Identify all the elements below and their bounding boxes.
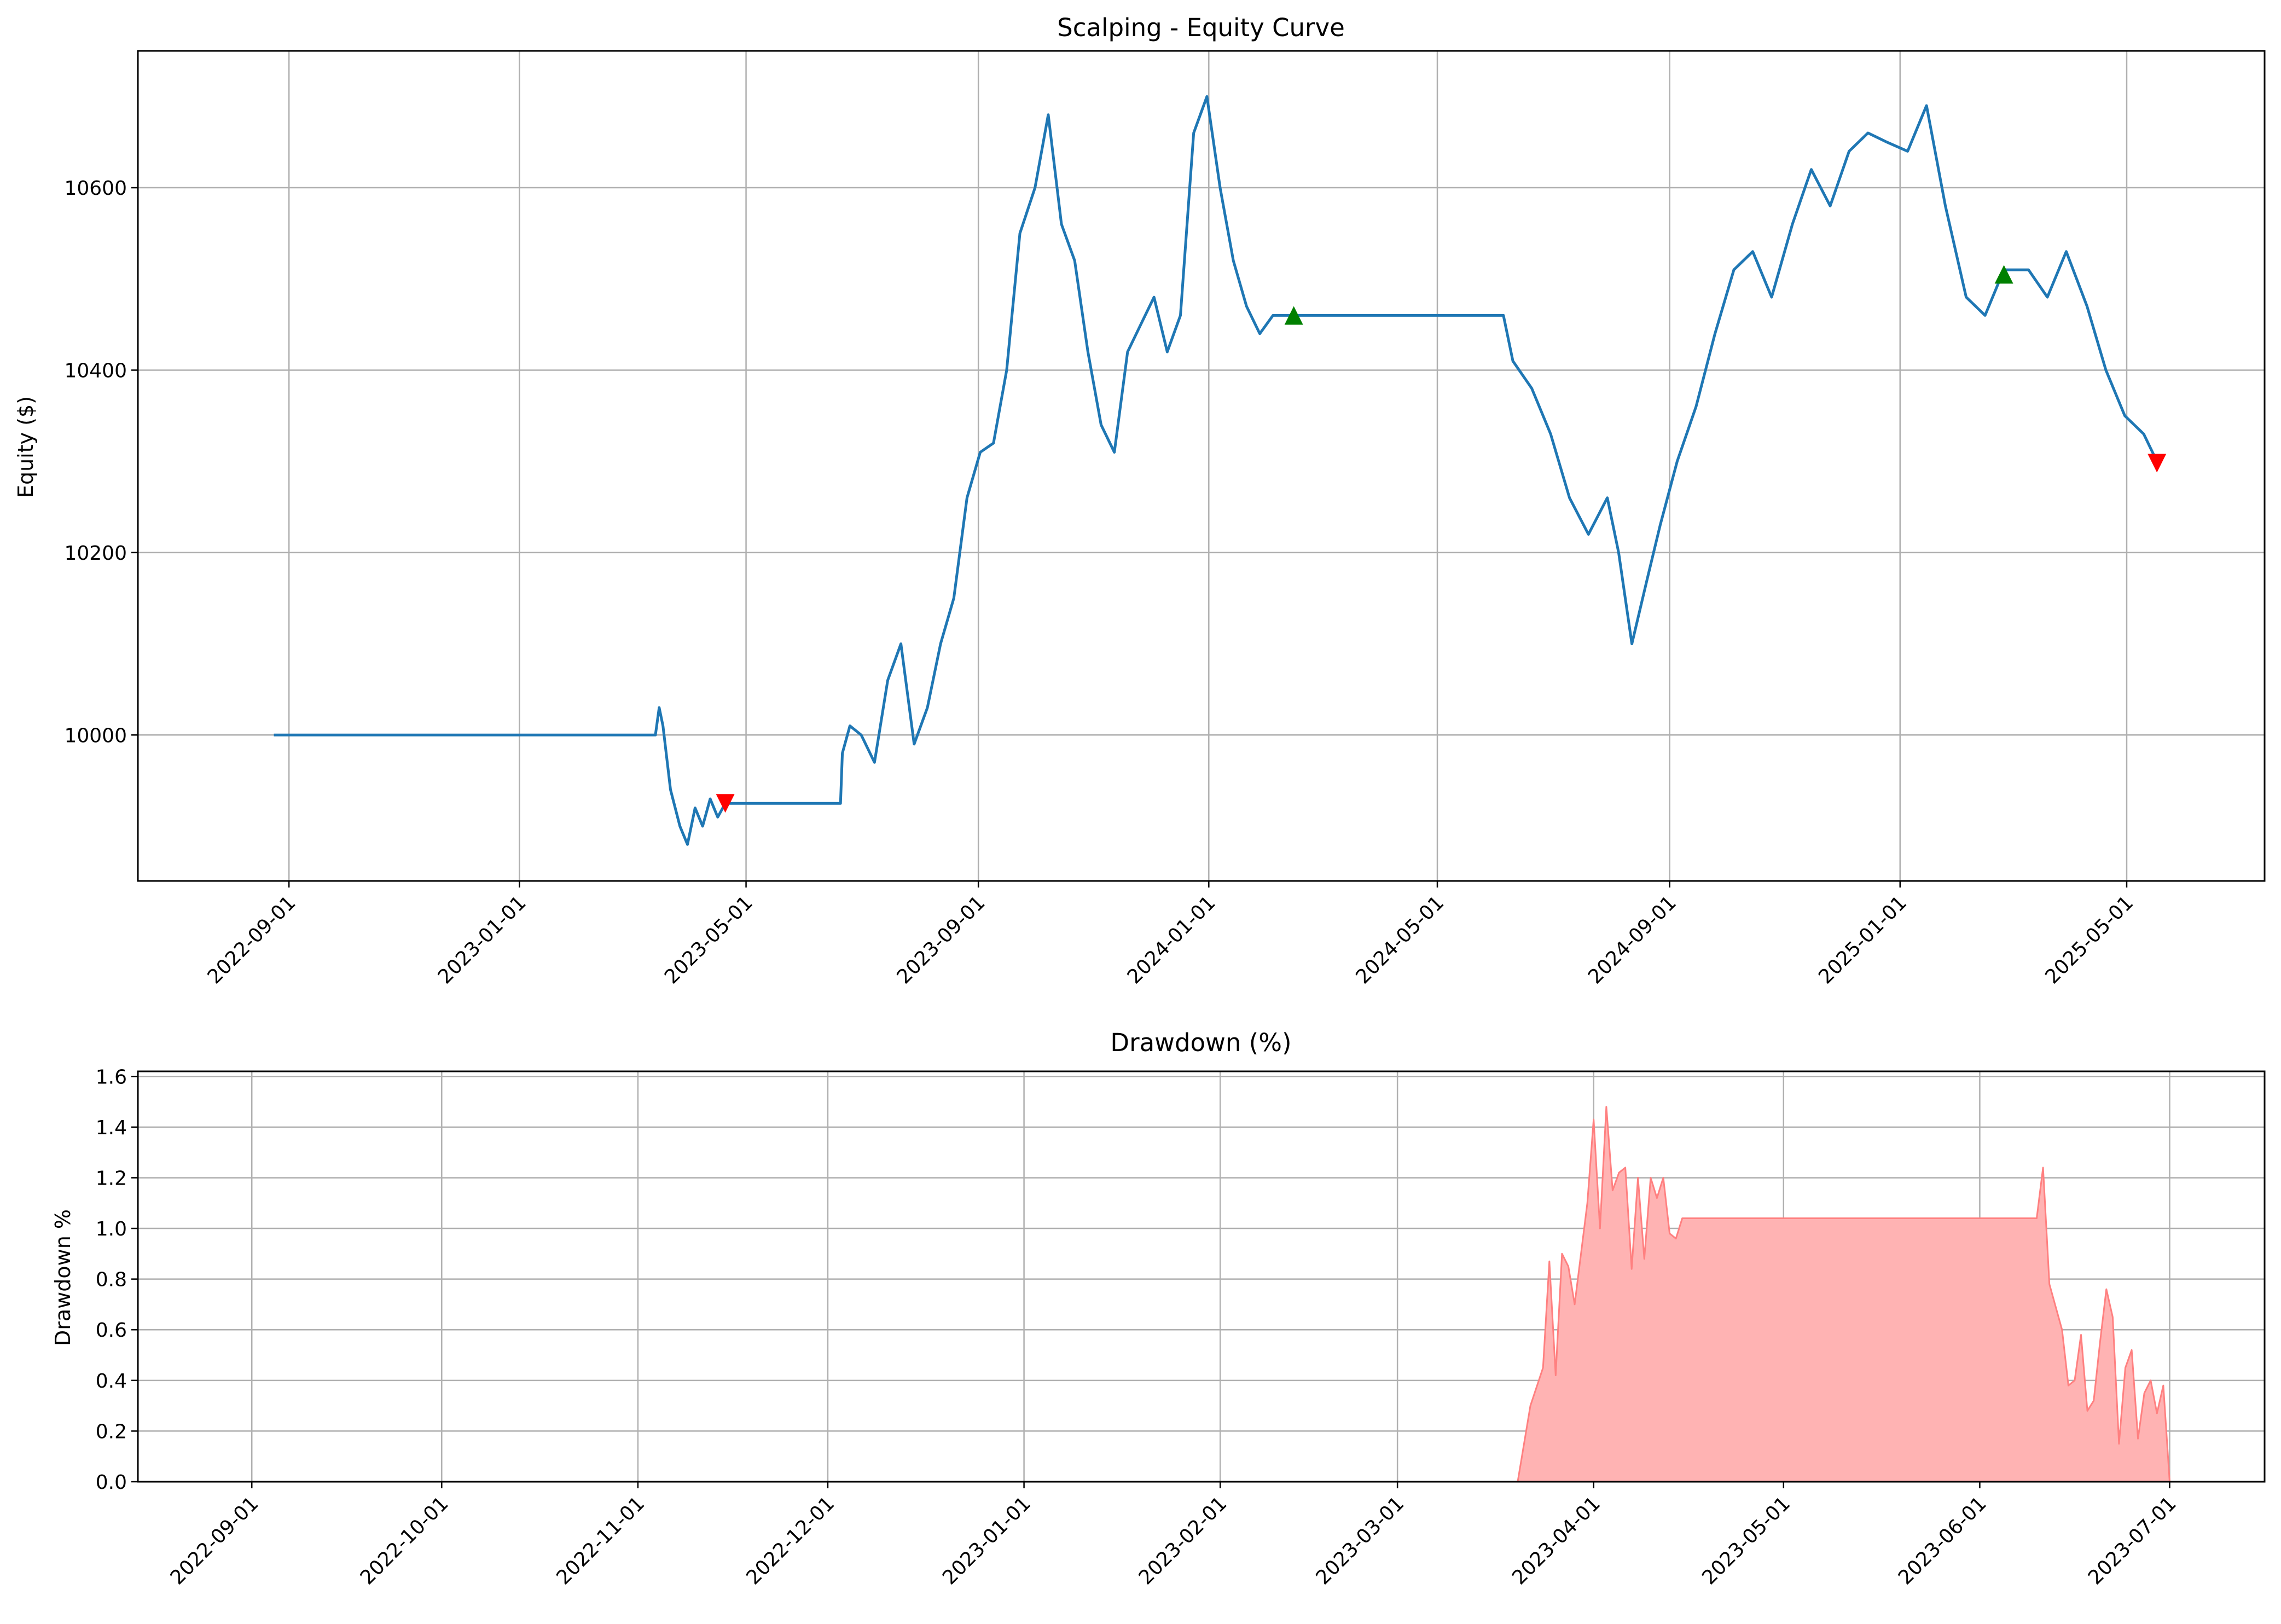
x-tick-label: 2023-03-01	[1312, 1492, 1409, 1589]
drawdown-y-ticks: 0.0 0.2 0.4 0.6 0.8 1.0 1.2 1.4 1.6	[96, 1066, 138, 1494]
sell-marker	[716, 794, 735, 813]
x-tick-label: 2025-01-01	[1814, 891, 1911, 988]
equity-plot-frame	[137, 50, 2266, 882]
y-tick-label: 0.8	[96, 1269, 127, 1291]
x-tick-label: 2023-01-01	[434, 891, 531, 988]
x-tick-label: 2024-09-01	[1584, 891, 1681, 988]
x-tick-label: 2023-04-01	[1508, 1492, 1605, 1589]
x-tick-label: 2022-10-01	[356, 1492, 453, 1589]
x-tick-label: 2024-01-01	[1123, 891, 1220, 988]
x-tick-label: 2022-11-01	[552, 1492, 649, 1589]
x-tick-label: 2023-02-01	[1135, 1492, 1232, 1589]
equity-series-line	[274, 95, 2158, 846]
buy-marker	[1994, 265, 2013, 284]
x-tick-label: 2023-01-01	[938, 1492, 1035, 1589]
x-tick-label: 2023-06-01	[1894, 1492, 1991, 1589]
drawdown-chart-title: Drawdown (%)	[1110, 1028, 1291, 1057]
drawdown-plot-frame	[137, 1070, 2266, 1483]
y-tick-label: 1.0	[96, 1218, 127, 1240]
equity-chart: Scalping - Equity Curve Equity ($) 2022-…	[14, 13, 2266, 988]
x-tick-label: 2023-09-01	[893, 891, 990, 988]
equity-trade-markers	[716, 265, 2167, 813]
equity-chart-title: Scalping - Equity Curve	[1057, 13, 1345, 42]
y-tick-label: 0.4	[96, 1370, 127, 1393]
y-tick-label: 10200	[64, 542, 127, 565]
drawdown-chart: Drawdown (%) Drawdown % 2022-09-01 2022-1…	[51, 1028, 2266, 1589]
y-tick-label: 0.2	[96, 1420, 127, 1443]
x-tick-label: 2023-05-01	[660, 891, 757, 988]
drawdown-area	[200, 1106, 2170, 1483]
y-tick-label: 10400	[64, 359, 127, 382]
buy-marker	[1284, 306, 1303, 325]
y-tick-label: 0.6	[96, 1319, 127, 1342]
x-tick-label: 2022-09-01	[204, 891, 300, 988]
drawdown-x-ticks: 2022-09-01 2022-10-01 2022-11-01 2022-12-01…	[166, 1482, 2181, 1589]
x-tick-label: 2025-05-01	[2041, 891, 2138, 988]
x-tick-label: 2023-05-01	[1698, 1492, 1795, 1589]
y-tick-label: 10000	[64, 724, 127, 747]
y-tick-label: 1.4	[96, 1117, 127, 1139]
y-tick-label: 10600	[64, 177, 127, 200]
x-tick-label: 2024-05-01	[1351, 891, 1448, 988]
y-tick-label: 0.0	[96, 1471, 127, 1494]
y-tick-label: 1.2	[96, 1167, 127, 1190]
drawdown-y-axis-label: Drawdown %	[51, 1209, 75, 1346]
x-tick-label: 2023-07-01	[2084, 1492, 2181, 1589]
equity-y-axis-label: Equity ($)	[14, 396, 38, 498]
sell-marker	[2147, 454, 2167, 473]
x-tick-label: 2022-12-01	[742, 1492, 839, 1589]
equity-gridlines	[138, 51, 2265, 881]
x-tick-label: 2022-09-01	[166, 1492, 263, 1589]
equity-y-ticks: 10000 10200 10400 10600	[64, 177, 138, 747]
y-tick-label: 1.6	[96, 1066, 127, 1088]
equity-x-ticks: 2022-09-01 2023-01-01 2023-05-01 2023-09-01…	[204, 881, 2138, 988]
